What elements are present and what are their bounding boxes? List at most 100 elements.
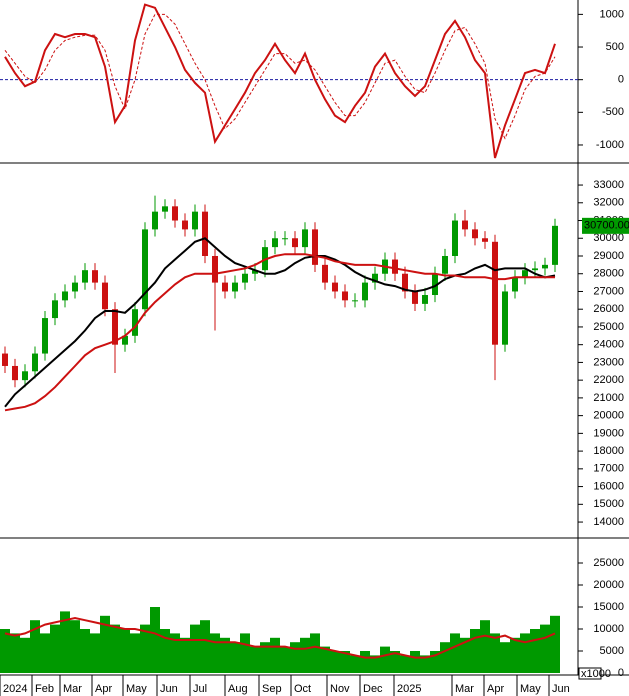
volume-bar xyxy=(160,629,170,673)
x-tick-label: Aug xyxy=(228,683,248,695)
candle-body xyxy=(182,220,188,230)
y-tick-label: 25000 xyxy=(593,557,624,569)
volume-bar xyxy=(200,620,210,673)
volume-bar xyxy=(290,642,300,673)
candle-body xyxy=(502,291,508,345)
volume-bar xyxy=(380,646,390,673)
volume-bar xyxy=(0,629,10,673)
oscillator-line xyxy=(4,3,556,159)
candle-body xyxy=(352,300,358,302)
x-tick-label: Mar xyxy=(455,683,474,695)
volume-bar xyxy=(450,633,460,673)
y-tick-label: 17000 xyxy=(593,463,624,475)
y-tick-label: 5000 xyxy=(600,645,624,657)
x-tick-label: Jun xyxy=(160,683,178,695)
y-tick-label: 10000 xyxy=(593,623,624,635)
x-tick-label: Mar xyxy=(63,683,82,695)
volume-bar xyxy=(470,629,480,673)
candle-body xyxy=(552,225,558,265)
candle-body xyxy=(322,264,328,283)
candle-body xyxy=(202,211,208,256)
candle-body xyxy=(242,273,248,283)
y-tick-label: 22000 xyxy=(593,374,624,386)
volume-bar xyxy=(520,633,530,673)
candle-body xyxy=(232,282,238,292)
unit-label: x1000 xyxy=(581,668,611,680)
candle-body xyxy=(102,282,108,310)
volume-bar xyxy=(330,651,340,673)
volume-bar xyxy=(260,642,270,673)
volume-bar xyxy=(300,637,310,673)
candle-body xyxy=(342,291,348,301)
candle-body xyxy=(252,270,258,274)
volume-bar xyxy=(120,629,130,673)
volume-bar xyxy=(430,651,440,673)
volume-bar xyxy=(190,624,200,673)
volume-bar xyxy=(210,633,220,673)
y-tick-label: 23000 xyxy=(593,356,624,368)
candle-body xyxy=(22,371,28,381)
x-tick-label: Nov xyxy=(330,683,350,695)
candle-body xyxy=(372,273,378,283)
y-tick-label: 27000 xyxy=(593,285,624,297)
volume-bar xyxy=(350,655,360,673)
volume-bar xyxy=(10,633,20,673)
volume-bar xyxy=(100,615,110,673)
volume-bar xyxy=(370,655,380,673)
volume-bar xyxy=(280,646,290,673)
volume-bar xyxy=(360,651,370,673)
volume-bar xyxy=(310,633,320,673)
y-tick-label: 25000 xyxy=(593,321,624,333)
volume-bar xyxy=(490,633,500,673)
x-tick-label: Sep xyxy=(262,683,282,695)
oscillator-line xyxy=(4,13,556,140)
y-tick-label: 29000 xyxy=(593,250,624,262)
y-tick-label: 16000 xyxy=(593,480,624,492)
volume-bar xyxy=(420,655,430,673)
candle-body xyxy=(532,268,538,271)
candle-body xyxy=(332,282,338,292)
candle-body xyxy=(472,229,478,239)
x-tick-label: 2024 xyxy=(3,683,27,695)
candle-body xyxy=(452,220,458,256)
volume-bar xyxy=(220,637,230,673)
candle-body xyxy=(512,277,518,292)
candle-body xyxy=(222,282,228,292)
candle-body xyxy=(172,206,178,221)
y-tick-label: 20000 xyxy=(593,579,624,591)
moving-average xyxy=(4,253,555,412)
y-tick-label: 26000 xyxy=(593,303,624,315)
y-tick-label: 15000 xyxy=(593,601,624,613)
y-tick-label: 24000 xyxy=(593,339,624,351)
volume-bar xyxy=(180,637,190,673)
candle-body xyxy=(132,309,138,336)
volume-bar xyxy=(480,620,490,673)
volume-bar xyxy=(140,624,150,673)
volume-bar xyxy=(390,651,400,673)
volume-bar xyxy=(440,642,450,673)
candle-body xyxy=(542,264,548,269)
volume-bar xyxy=(240,633,250,673)
y-tick-label: -500 xyxy=(602,106,624,118)
candle-body xyxy=(2,353,8,366)
y-tick-label: 1000 xyxy=(600,8,624,20)
candle-body xyxy=(142,229,148,310)
candle-body xyxy=(412,291,418,304)
y-tick-label: 28000 xyxy=(593,268,624,280)
candle-body xyxy=(82,270,88,283)
volume-bar xyxy=(70,620,80,673)
candle-body xyxy=(272,238,278,248)
y-tick-label: 14000 xyxy=(593,516,624,528)
moving-average xyxy=(4,237,556,408)
y-tick-label: 0 xyxy=(618,74,624,86)
candle-body xyxy=(422,295,428,304)
y-tick-label: 20000 xyxy=(593,410,624,422)
candle-body xyxy=(312,229,318,265)
x-tick-label: May xyxy=(520,683,541,695)
x-tick-label: Apr xyxy=(487,683,504,695)
y-tick-label: -1000 xyxy=(596,139,624,151)
candle-body xyxy=(122,335,128,345)
volume-bar xyxy=(270,637,280,673)
candle-body xyxy=(292,238,298,248)
